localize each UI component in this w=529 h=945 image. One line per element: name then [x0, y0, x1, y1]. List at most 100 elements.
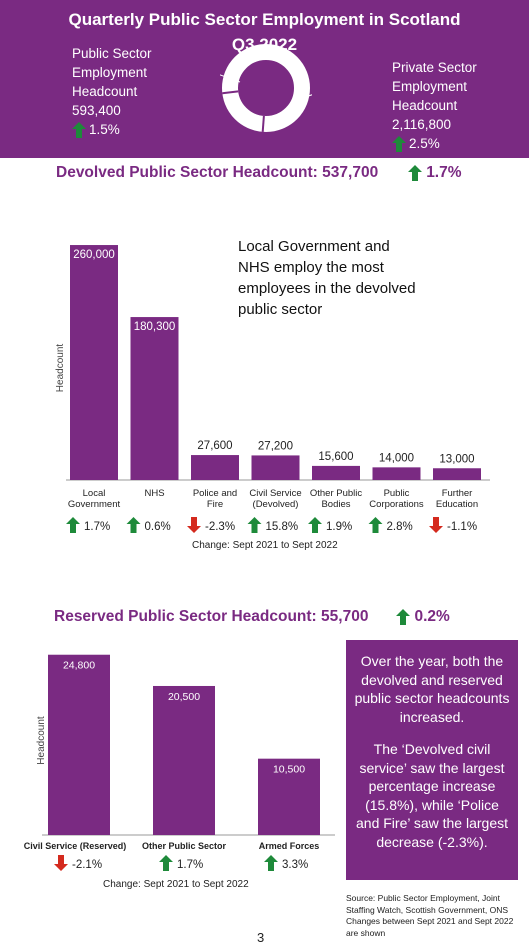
data-label-2: 10,500 — [273, 764, 305, 776]
note-paragraph-2: The ‘Devolved civil service’ saw the lar… — [356, 741, 508, 850]
private-pct: 2.5% — [409, 136, 440, 151]
down-arrow-icon-2 — [187, 517, 201, 533]
public-label-3: Headcount — [72, 84, 138, 99]
devolved-value: 537,700 — [322, 164, 379, 181]
private-sector-stat: Private Sector Employment Headcount 2,11… — [392, 58, 477, 153]
devolved-callout: Local Government and NHS employ the most… — [238, 238, 416, 318]
change-pct-2: 3.3% — [282, 859, 308, 871]
change-pct-4: 1.9% — [326, 521, 352, 533]
down-arrow-icon-6 — [429, 517, 443, 533]
up-arrow-icon-3 — [247, 517, 262, 533]
private-label-2: Employment — [392, 79, 468, 94]
reserved-bar-chart: Headcount 24,800 Civil Service (Reserved) -… — [24, 654, 335, 890]
private-label-1: Private Sector — [392, 60, 477, 75]
donut-divider-public — [222, 90, 239, 95]
category-label-2-1: Fire — [207, 499, 223, 510]
bar-0 — [48, 654, 110, 835]
up-arrow-icon-1 — [126, 517, 141, 533]
category-label-3-0: Civil Service — [249, 488, 301, 499]
up-arrow-icon-1 — [159, 855, 173, 871]
bar-4 — [312, 465, 360, 480]
up-arrow-icon — [392, 135, 406, 152]
data-label-2: 27,600 — [197, 440, 232, 452]
up-arrow-icon — [408, 165, 423, 181]
data-label-4: 15,600 — [318, 451, 353, 463]
devolved-pct: 1.7% — [426, 164, 462, 181]
private-label-3: Headcount — [392, 98, 458, 113]
change-caption: Change: Sept 2021 to Sept 2022 — [103, 879, 249, 890]
category-label-5-1: Corporations — [369, 499, 424, 510]
reserved-change: 0.2% — [396, 608, 450, 626]
up-arrow-icon-2 — [264, 855, 278, 871]
summary-note: Over the year, both the devolved and res… — [346, 640, 518, 880]
category-label-0: Civil Service (Reserved) — [24, 841, 127, 851]
change-pct-0: 1.7% — [84, 521, 110, 533]
category-label-5-0: Public — [384, 488, 410, 499]
category-label-1-0: NHS — [144, 488, 164, 499]
header-banner: Quarterly Public Sector Employment in Sc… — [0, 0, 529, 158]
change-pct-6: -1.1% — [447, 521, 477, 533]
public-value: 593,400 — [72, 103, 121, 118]
category-label-0-1: Government — [68, 499, 121, 510]
category-label-4-1: Bodies — [321, 499, 350, 510]
public-sector-stat: Public Sector Employment Headcount 593,4… — [72, 44, 152, 139]
bar-0 — [70, 245, 118, 480]
data-label-0: 24,800 — [63, 660, 95, 672]
change-pct-0: -2.1% — [72, 859, 102, 871]
category-label-4-0: Other Public — [310, 488, 363, 499]
up-arrow-icon-5 — [368, 517, 383, 533]
category-label-0-0: Local — [83, 488, 106, 499]
private-change: 2.5% — [392, 134, 477, 153]
bar-1 — [153, 685, 215, 835]
note-paragraph-1: Over the year, both the devolved and res… — [354, 653, 510, 725]
public-label-1: Public Sector — [72, 46, 152, 61]
data-label-3: 27,200 — [258, 440, 293, 452]
bar-2 — [258, 758, 320, 835]
private-value: 2,116,800 — [392, 117, 452, 132]
data-label-1: 180,300 — [134, 321, 176, 333]
y-axis-label: Headcount — [55, 344, 66, 393]
change-caption: Change: Sept 2021 to Sept 2022 — [192, 540, 338, 551]
y-axis-label: Headcount — [36, 716, 47, 765]
donut-private-slice — [222, 44, 310, 132]
up-arrow-icon-0 — [66, 517, 80, 533]
reserved-pct: 0.2% — [414, 608, 450, 625]
up-arrow-icon-4 — [308, 517, 322, 533]
public-change: 1.5% — [72, 120, 152, 139]
bar-6 — [433, 468, 481, 480]
devolved-change: 1.7% — [408, 164, 462, 182]
public-label-2: Employment — [72, 65, 148, 80]
change-pct-3: 15.8% — [266, 521, 299, 533]
devolved-headline: Devolved Public Sector Headcount: 537,70… — [56, 164, 462, 182]
bar-1 — [130, 317, 179, 480]
public-pct: 1.5% — [89, 122, 120, 137]
category-label-2: Armed Forces — [259, 841, 320, 851]
category-label-6-1: Education — [436, 499, 478, 510]
data-label-6: 13,000 — [439, 453, 474, 465]
change-pct-1: 0.6% — [145, 521, 171, 533]
category-label-6-0: Further — [442, 488, 473, 499]
change-pct-1: 1.7% — [177, 859, 203, 871]
data-label-1: 20,500 — [168, 691, 200, 703]
bar-2 — [191, 455, 239, 480]
bar-5 — [372, 467, 421, 480]
donut-divider-private — [261, 115, 265, 132]
page-number: 3 — [257, 930, 265, 945]
category-label-2-0: Police and — [193, 488, 237, 499]
reserved-label: Reserved Public Sector Headcount: — [54, 608, 317, 625]
public-leader-line — [220, 74, 241, 83]
down-arrow-icon-0 — [54, 855, 68, 871]
devolved-label: Devolved Public Sector Headcount: — [56, 164, 318, 181]
page-title: Quarterly Public Sector Employment in Sc… — [68, 10, 461, 29]
source-note: Source: Public Sector Employment, Joint … — [346, 893, 514, 938]
up-arrow-icon — [72, 121, 86, 138]
change-pct-5: 2.8% — [387, 521, 413, 533]
up-arrow-icon — [396, 609, 411, 625]
reserved-value: 55,700 — [321, 608, 369, 625]
category-label-1: Other Public Sector — [142, 841, 227, 851]
data-label-5: 14,000 — [379, 452, 414, 464]
employment-donut-chart — [220, 44, 312, 132]
data-label-0: 260,000 — [73, 249, 115, 261]
bar-3 — [251, 455, 300, 480]
